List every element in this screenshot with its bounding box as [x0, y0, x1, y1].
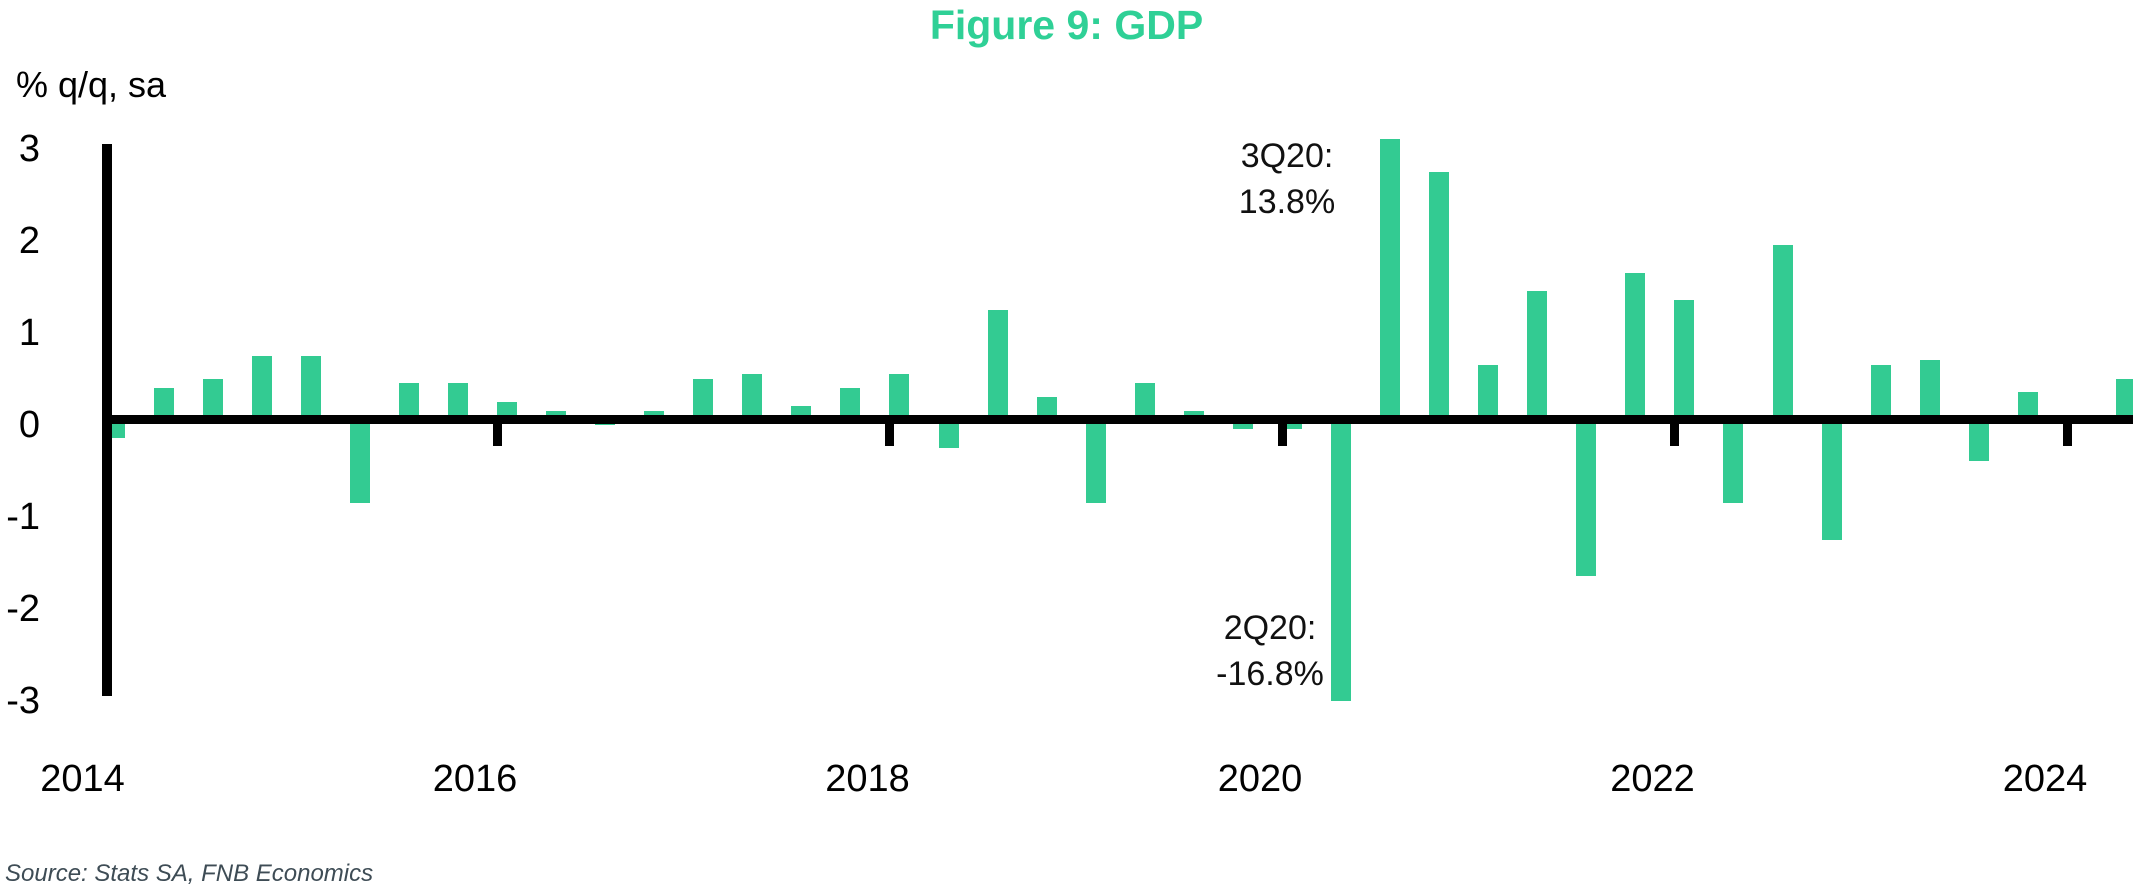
y-tick-label: 2 [18, 220, 40, 262]
x-axis-year-tick [1670, 420, 1679, 446]
bar-2023Q4 [2017, 392, 2038, 422]
annotation-3q20: 3Q20: 13.8% [1172, 133, 1402, 225]
bar-2014Q3 [202, 378, 223, 422]
annotation-2q20-line2: -16.8% [1216, 655, 1324, 693]
bar-2019Q2 [1134, 383, 1155, 422]
y-tick-label: 0 [18, 404, 40, 446]
y-tick-label: 1 [18, 312, 40, 354]
bar-2019Q1 [1085, 420, 1106, 503]
y-tick-label: 3 [18, 128, 40, 170]
bar-2021Q1 [1478, 364, 1499, 422]
bar-2018Q1 [889, 374, 910, 422]
bar-2018Q2 [938, 420, 959, 448]
annotation-3q20-line2: 13.8% [1238, 183, 1336, 221]
x-tick-label: 2018 [825, 758, 910, 800]
bar-2020Q1 [1281, 420, 1302, 430]
bar-2014Q4 [251, 355, 272, 422]
bar-2018Q3 [987, 309, 1008, 422]
bar-2021Q3 [1576, 420, 1597, 577]
bar-2020Q3 [1380, 139, 1401, 422]
bar-2024Q2 [2115, 378, 2133, 422]
bar-2015Q2 [349, 420, 370, 503]
bar-2015Q4 [447, 383, 468, 422]
annotation-3q20-line1: 3Q20: [1240, 137, 1334, 175]
bar-2015Q1 [300, 355, 321, 422]
bar-2014Q2 [153, 387, 174, 422]
bar-2017Q2 [742, 374, 763, 422]
x-axis-year-tick [885, 420, 894, 446]
bar-2022Q3 [1772, 245, 1793, 422]
bar-2022Q2 [1723, 420, 1744, 503]
bar-2021Q2 [1527, 291, 1548, 422]
bar-2020Q2 [1331, 420, 1351, 701]
bar-2021Q4 [1625, 272, 1646, 422]
bar-2015Q3 [398, 383, 419, 422]
bar-2023Q3 [1968, 420, 1989, 462]
bar-2022Q4 [1821, 420, 1842, 540]
bar-2022Q1 [1674, 300, 1695, 422]
bar-2020Q4 [1429, 171, 1450, 422]
x-tick-label: 2016 [432, 758, 518, 800]
x-axis-year-tick [1277, 420, 1287, 446]
x-tick-label: 2022 [1610, 758, 1695, 800]
bar-2017Q4 [840, 387, 861, 422]
y-tick-label: -3 [6, 680, 40, 722]
source-note: Source: Stats SA, FNB Economics [5, 860, 374, 887]
chart-title: Figure 9: GDP [929, 2, 1204, 48]
annotation-2q20: 2Q20: -16.8% [1155, 605, 1385, 697]
annotation-2q20-line1: 2Q20: [1223, 609, 1317, 647]
y-axis-unit-label: % q/q, sa [16, 64, 167, 105]
x-tick-label: 2024 [2002, 758, 2088, 800]
y-tick-label: -1 [6, 496, 40, 538]
x-axis-year-tick [492, 420, 502, 446]
bar-2023Q2 [1919, 360, 1940, 422]
bar-2019Q4 [1232, 420, 1253, 430]
x-tick-label: 2014 [40, 758, 125, 800]
bar-2017Q1 [693, 378, 714, 422]
x-axis-year-tick [2062, 420, 2072, 446]
x-axis-zero-line [102, 415, 2133, 424]
x-tick-label: 2020 [1217, 758, 1303, 800]
bar-2023Q1 [1870, 364, 1891, 422]
y-tick-label: -2 [6, 588, 40, 630]
